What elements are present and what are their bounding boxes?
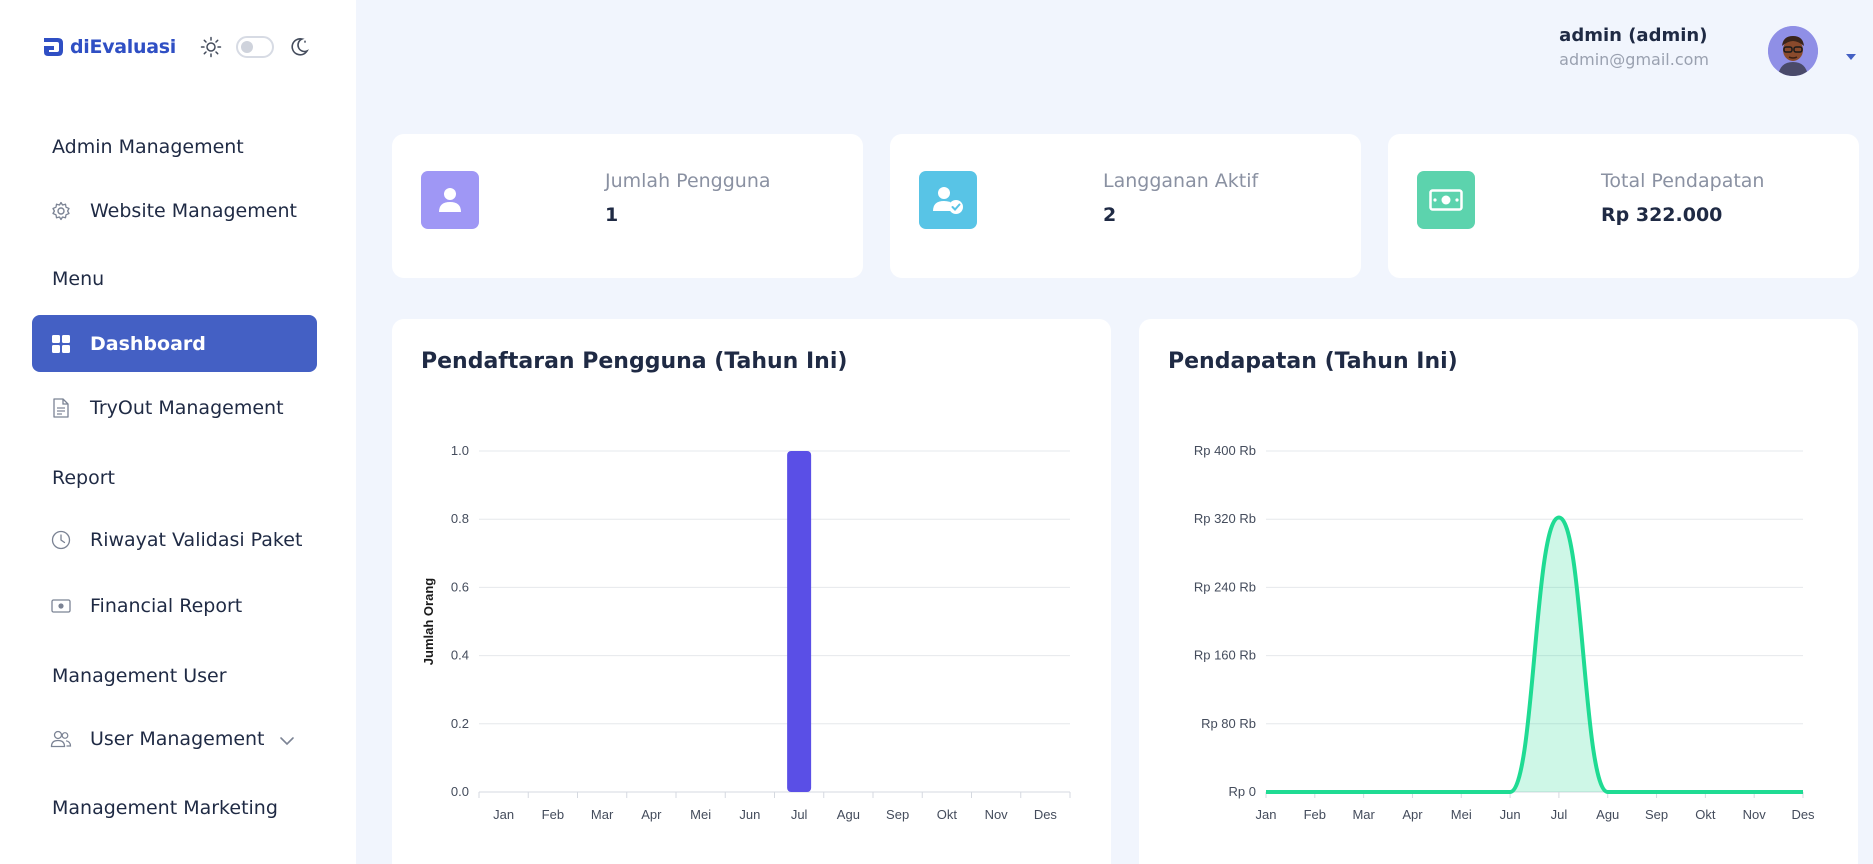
- sidebar-item-dashboard[interactable]: Dashboard: [32, 315, 317, 372]
- switch-knob: [241, 41, 253, 53]
- theme-toggle[interactable]: [200, 36, 310, 58]
- x-tick-label: Sep: [1645, 807, 1668, 822]
- stat-label: Langganan Aktif: [1103, 170, 1259, 192]
- chevron-down-icon[interactable]: [279, 729, 295, 751]
- sidebar-item-website-management[interactable]: Website Management: [32, 182, 317, 239]
- x-tick-label: Jun: [739, 807, 760, 822]
- x-tick-label: Jun: [1500, 807, 1521, 822]
- moon-icon: [291, 38, 309, 56]
- y-tick-label: Rp 400 Rb: [1194, 443, 1256, 458]
- chart-card-registrations: Pendaftaran Pengguna (Tahun Ini) 0.0 0.2 0…: [392, 319, 1111, 864]
- sidebar-item-riwayat-validasi-paket[interactable]: Riwayat Validasi Paket: [32, 511, 317, 568]
- y-tick-label: 0.6: [451, 579, 469, 594]
- theme-switch[interactable]: [236, 36, 274, 58]
- stat-label: Jumlah Pengguna: [605, 170, 771, 192]
- y-tick-label: 1.0: [451, 443, 469, 458]
- sidebar-item-label: Website Management: [90, 199, 297, 222]
- stat-value: 1: [605, 204, 619, 226]
- cash-icon: [1417, 171, 1475, 229]
- x-tick-label: Jul: [791, 807, 808, 822]
- sun-icon: [200, 36, 222, 58]
- sidebar-item-label: Dashboard: [90, 332, 206, 355]
- sidebar-item-label: Financial Report: [90, 594, 243, 617]
- x-tick-label: Sep: [886, 807, 909, 822]
- revenue-line: [1266, 515, 1803, 794]
- x-tick-label: Jan: [493, 807, 514, 822]
- logo-icon: [44, 38, 63, 56]
- x-tick-label: Agu: [1596, 807, 1619, 822]
- user-check-icon: [919, 171, 977, 229]
- section-management-marketing: Management Marketing: [52, 797, 278, 819]
- y-tick-label: 0.4: [451, 648, 469, 663]
- x-tick-label: Apr: [641, 807, 662, 822]
- y-axis-title: Jumlah Orang: [421, 578, 436, 665]
- clock-icon: [50, 529, 72, 551]
- section-menu: Menu: [52, 268, 105, 290]
- section-admin-management: Admin Management: [52, 136, 244, 158]
- y-tick-label: 0.0: [451, 784, 469, 799]
- x-tick-label: Agu: [837, 807, 860, 822]
- y-tick-label: Rp 160 Rb: [1194, 648, 1256, 663]
- bar-jul: [787, 451, 812, 792]
- user-email: admin@gmail.com: [1559, 50, 1709, 69]
- revenue-area-chart: Rp 0 Rp 80 Rb Rp 160 Rb Rp 240 Rb Rp 320 Rb R…: [1194, 443, 1815, 822]
- x-tick-label: Jul: [1551, 807, 1568, 822]
- y-tick-label: 0.2: [451, 716, 469, 731]
- sidebar: diEvaluasi Admin Management Website Mana…: [0, 0, 356, 864]
- registrations-bar-chart: 0.0 0.2 0.4 0.6 0.8 1.0 Jan Feb Mar Apr Mei Jun Jul A…: [421, 443, 1071, 822]
- user-info[interactable]: admin (admin) admin@gmail.com: [1559, 25, 1709, 69]
- section-report: Report: [52, 467, 115, 489]
- y-tick-label: 0.8: [451, 511, 469, 526]
- x-tick-label: Feb: [542, 807, 564, 822]
- x-tick-label: Des: [1791, 807, 1815, 822]
- x-tick-label: Jan: [1256, 807, 1277, 822]
- y-tick-label: Rp 80 Rb: [1201, 716, 1256, 731]
- brand-name: diEvaluasi: [70, 36, 176, 58]
- grid-icon: [50, 333, 72, 355]
- user-icon: [421, 171, 479, 229]
- y-tick-label: Rp 240 Rb: [1194, 579, 1256, 594]
- sidebar-item-label: User Management: [90, 727, 265, 750]
- stat-value: Rp 322.000: [1601, 204, 1723, 226]
- x-tick-label: Nov: [1743, 807, 1767, 822]
- x-tick-label: Okt: [1695, 807, 1716, 822]
- stat-label: Total Pendapatan: [1601, 170, 1765, 192]
- x-tick-label: Mei: [1451, 807, 1472, 822]
- document-icon: [50, 397, 72, 419]
- x-tick-label: Okt: [937, 807, 958, 822]
- chart-card-revenue: Pendapatan (Tahun Ini) Rp 0 Rp 80 Rb Rp 16…: [1139, 319, 1858, 864]
- x-tick-label: Feb: [1304, 807, 1326, 822]
- x-tick-label: Nov: [985, 807, 1009, 822]
- users-icon: [50, 728, 72, 750]
- avatar[interactable]: [1768, 26, 1818, 76]
- money-icon: [50, 595, 72, 617]
- stat-card-jumlah-pengguna: Jumlah Pengguna 1: [392, 134, 863, 278]
- sidebar-item-label: Riwayat Validasi Paket: [90, 528, 303, 551]
- x-tick-label: Des: [1034, 807, 1058, 822]
- avatar-illustration: [1768, 26, 1818, 76]
- x-tick-label: Mei: [690, 807, 711, 822]
- gear-icon: [50, 200, 72, 222]
- stat-card-langganan-aktif: Langganan Aktif 2: [890, 134, 1361, 278]
- y-tick-label: Rp 320 Rb: [1194, 511, 1256, 526]
- chart-title: Pendaftaran Pengguna (Tahun Ini): [421, 349, 848, 374]
- stat-value: 2: [1103, 204, 1117, 226]
- stat-card-total-pendapatan: Total Pendapatan Rp 322.000: [1388, 134, 1859, 278]
- chart-title: Pendapatan (Tahun Ini): [1168, 349, 1458, 374]
- user-name: admin (admin): [1559, 25, 1708, 46]
- sidebar-item-label: TryOut Management: [90, 396, 284, 419]
- section-management-user: Management User: [52, 665, 227, 687]
- brand-logo[interactable]: diEvaluasi: [40, 34, 176, 60]
- user-menu-caret-icon[interactable]: [1845, 46, 1857, 65]
- sidebar-item-financial-report[interactable]: Financial Report: [32, 577, 317, 634]
- sidebar-item-tryout-management[interactable]: TryOut Management: [32, 379, 317, 436]
- x-tick-label: Mar: [591, 807, 614, 822]
- y-tick-label: Rp 0: [1229, 784, 1256, 799]
- x-tick-label: Mar: [1352, 807, 1375, 822]
- x-tick-label: Apr: [1402, 807, 1423, 822]
- sidebar-item-user-management[interactable]: User Management: [32, 710, 317, 767]
